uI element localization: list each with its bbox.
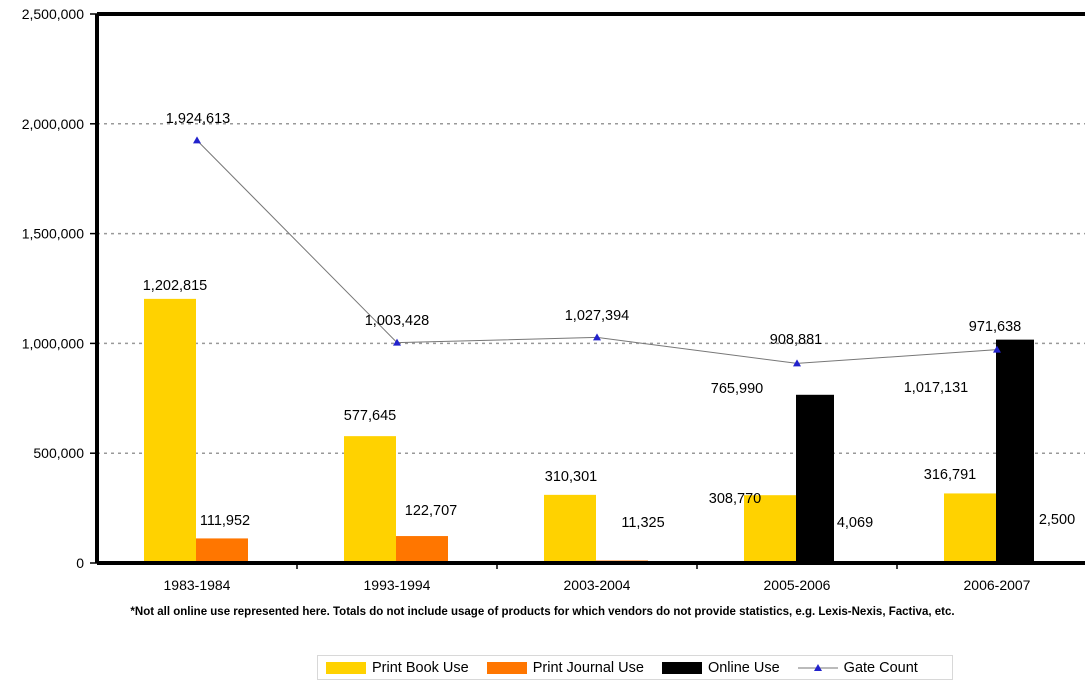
gate-count-point [393,338,401,346]
data-label-gate-count: 1,027,394 [565,308,630,324]
legend-swatch-print-journal [486,661,527,674]
legend-swatch-online [661,661,702,674]
legend-label-online: Online Use [707,659,780,676]
legend-item-print-journal: Print Journal Use [486,659,644,676]
legend-label-gate-count: Gate Count [843,659,918,676]
data-label-online: 765,990 [711,381,763,397]
legend-item-online: Online Use [661,659,780,676]
data-label-print-book: 1,202,815 [143,278,208,294]
data-label-print-book: 577,645 [344,408,396,424]
y-tick-label: 2,000,000 [22,116,84,132]
legend-item-print-book: Print Book Use [326,660,469,676]
bar-print-journal [196,538,248,563]
data-label-gate-count: 1,924,613 [166,111,231,127]
y-tick-label: 2,500,000 [22,6,84,22]
data-label-print-book: 310,301 [545,469,597,485]
chart-footnote: *Not all online use represented here. To… [130,606,955,618]
y-tick-label: 1,500,000 [22,226,84,242]
data-label-print-journal: 111,952 [200,513,250,529]
legend-item-gate-count: Gate Count [797,659,918,676]
data-label-online: 1,017,131 [904,380,969,396]
bar-print-book [544,494,596,563]
y-tick-label: 0 [76,555,84,571]
gate-count-point [793,359,801,367]
data-label-print-journal: 122,707 [405,503,457,519]
x-tick-label: 1993-1994 [364,577,431,593]
gate-count-point [593,333,601,341]
data-label-gate-count: 971,638 [969,319,1021,335]
bar-online [796,394,834,563]
gate-count-point [993,345,1001,353]
bar-print-journal [396,536,448,563]
legend-label-print-book: Print Book Use [372,659,469,676]
bar-print-book [944,493,996,563]
data-label-print-journal: 4,069 [837,515,873,531]
chart-legend: Print Book Use Print Journal Use Online … [317,655,953,680]
gate-count-point [193,136,201,144]
data-label-print-book: 308,770 [709,491,761,507]
legend-swatch-print-book [326,661,366,674]
gate-count-line [196,140,998,364]
y-tick-label: 500,000 [33,445,84,461]
data-label-print-journal: 11,325 [621,515,664,531]
bar-online [996,339,1034,563]
chart: 0 500,000 1,000,000 1,500,000 2,000,000 2,500… [22,6,1085,593]
x-tick-label: 2005-2006 [764,577,831,593]
y-tick-label: 1,000,000 [22,335,84,351]
data-label-print-book: 316,791 [924,467,976,483]
data-label-gate-count: 1,003,428 [365,313,430,329]
data-label-print-journal: 2,500 [1039,512,1075,528]
bar-print-book [344,436,396,563]
legend-swatch-gate-count [797,663,838,671]
data-label-gate-count: 908,881 [770,332,822,348]
bar-print-book [144,298,196,563]
x-tick-label: 2003-2004 [564,577,631,593]
legend-label-print-journal: Print Journal Use [532,659,644,676]
bar-print-book [744,495,796,563]
x-tick-label: 1983-1984 [164,577,231,593]
x-tick-label: 2006-2007 [964,577,1031,593]
